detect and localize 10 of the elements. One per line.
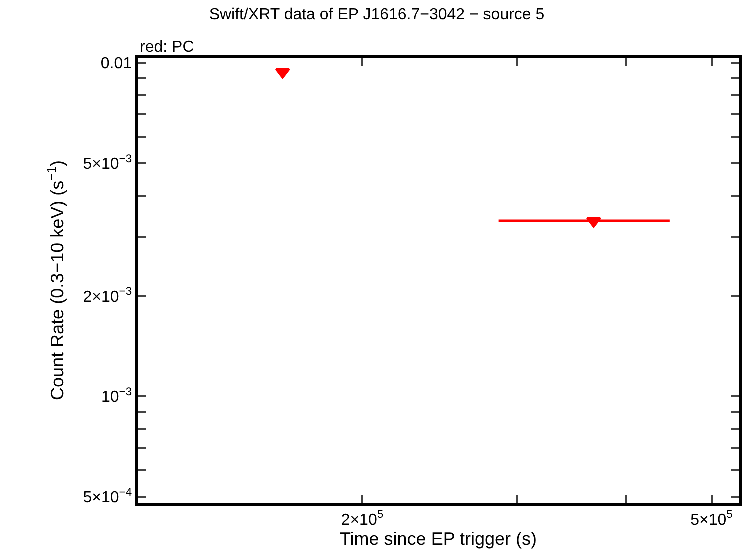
x-axis-title: Time since EP trigger (s) [340,528,538,549]
chart-title: Swift/XRT data of EP J1616.7−3042 − source 5 [209,6,545,24]
y-tick-label: 5×10$^{−3}$ [83,153,132,174]
text: red: PC [140,39,194,56]
y-tick-label: 2×10$^{−3}$ [83,286,132,306]
x-tick-label: 2×10$^{5}$ [341,509,384,529]
y-tick-label: 5×10$^{−4}$ [83,486,132,507]
x-tick-label: 5×10$^{5}$ [690,509,733,529]
y-tick-label: 0.01 [100,56,132,73]
y-tick-label: 10$^{−3}$ [101,386,132,406]
